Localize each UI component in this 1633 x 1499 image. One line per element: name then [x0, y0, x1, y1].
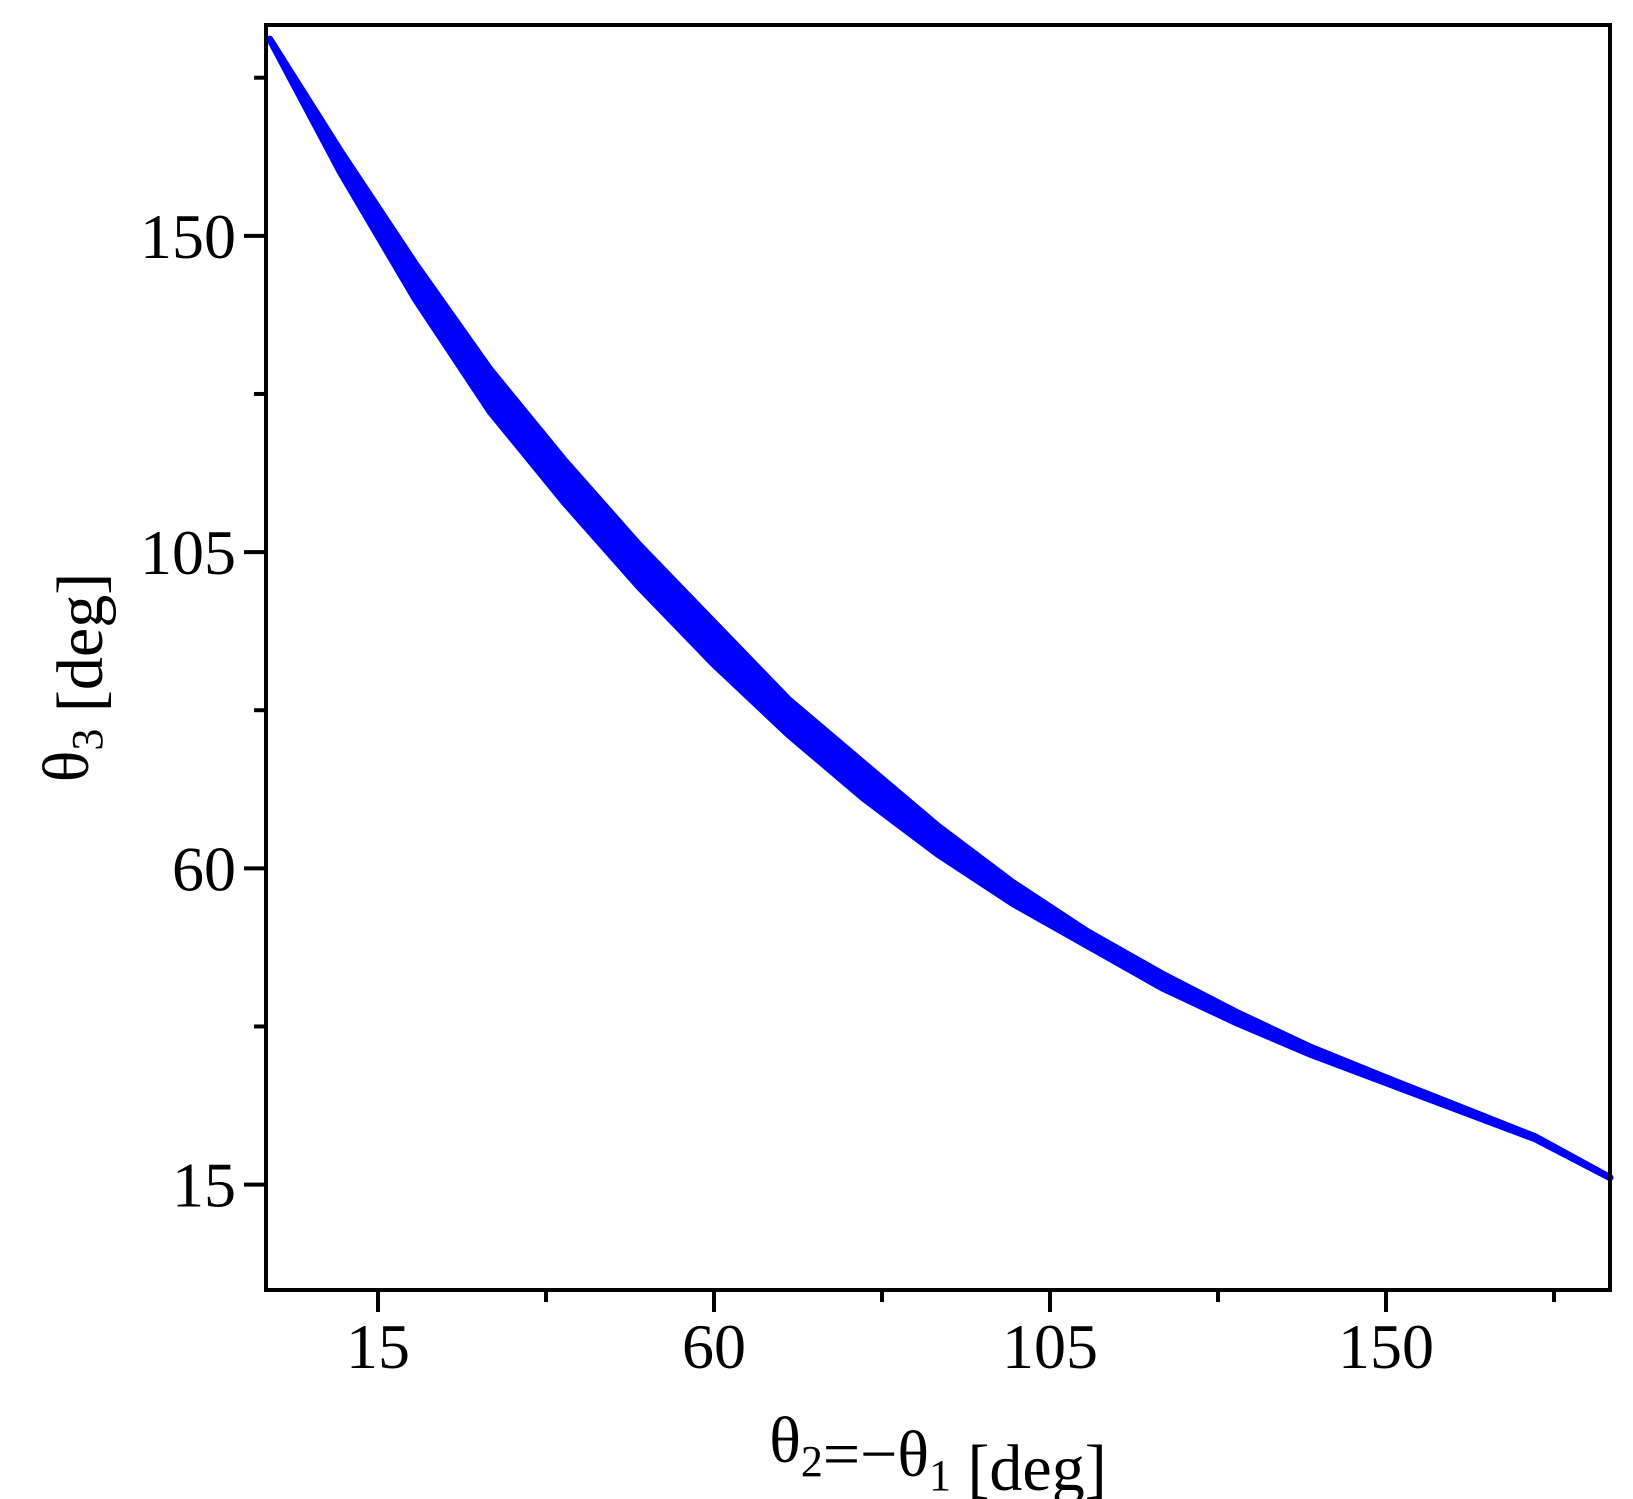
plot-frame	[264, 23, 1612, 1292]
plot-area	[266, 35, 1614, 1182]
series-band	[266, 35, 1614, 1182]
x-tick-label: 60	[682, 1311, 746, 1382]
y-tick-label: 15	[172, 1150, 236, 1221]
label-text: =−θ	[823, 1418, 929, 1491]
y-tick-label: 60	[172, 833, 236, 904]
y-axis-label: θ3 [deg]	[30, 573, 117, 782]
x-tick-label: 15	[346, 1311, 410, 1382]
label-subscript: 1	[929, 1451, 951, 1499]
label-text: θ	[30, 751, 103, 783]
y-axis: 15 60 105 150	[140, 75, 266, 1221]
y-tick-label: 150	[140, 201, 236, 272]
y-tick-label: 105	[140, 517, 236, 588]
x-axis: 15 60 105 150	[346, 1290, 1556, 1382]
label-text: [deg]	[951, 1432, 1107, 1499]
x-tick-label: 150	[1338, 1311, 1434, 1382]
x-tick-label: 105	[1002, 1311, 1098, 1382]
label-subscript: 3	[63, 729, 112, 751]
x-axis-label: θ2=−θ1 [deg]	[769, 1404, 1106, 1499]
label-text: θ	[769, 1404, 801, 1477]
label-text: [deg]	[44, 573, 117, 729]
label-subscript: 2	[801, 1437, 823, 1486]
